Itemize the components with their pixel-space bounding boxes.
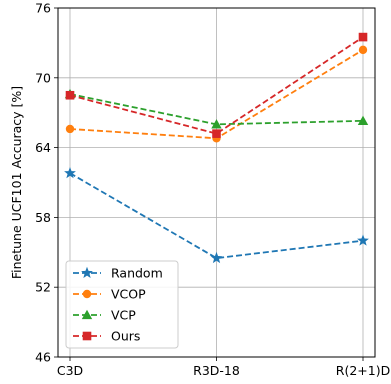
x-tick-label: C3D bbox=[57, 363, 83, 378]
legend-entry: VCP bbox=[73, 308, 136, 323]
data-point-square bbox=[212, 129, 221, 138]
data-point-square bbox=[358, 32, 368, 42]
data-point-triangle bbox=[357, 115, 369, 126]
legend-box bbox=[65, 260, 179, 349]
legend-label: VCP bbox=[111, 308, 136, 323]
legend-entry: Random bbox=[73, 266, 163, 281]
legend-entry: Ours bbox=[73, 329, 140, 344]
series-random bbox=[64, 166, 369, 264]
y-tick-label: 58 bbox=[35, 210, 51, 225]
data-point-star bbox=[357, 234, 369, 246]
legend-marker bbox=[82, 331, 92, 341]
y-tick-label: 76 bbox=[35, 1, 51, 16]
data-point-star bbox=[64, 166, 76, 179]
y-tick-label: 46 bbox=[35, 350, 51, 365]
legend-entry: VCOP bbox=[73, 287, 146, 302]
data-point-star bbox=[210, 251, 223, 264]
y-axis-label: Finetune UCF101 Accuracy [%] bbox=[9, 86, 24, 279]
data-point-circle bbox=[358, 45, 368, 55]
series-layer bbox=[64, 32, 369, 264]
legend-marker bbox=[82, 289, 92, 299]
data-point-circle bbox=[65, 124, 75, 134]
series-ours bbox=[65, 32, 368, 138]
data-point-square bbox=[65, 90, 75, 100]
legend-label: Ours bbox=[111, 329, 140, 344]
legend-marker bbox=[81, 309, 93, 320]
x-tick-label: R(2+1)D bbox=[336, 363, 390, 378]
series-line bbox=[69, 172, 364, 260]
series-line bbox=[69, 36, 364, 135]
x-tick-label: R3D-18 bbox=[193, 363, 240, 378]
y-tick-label: 64 bbox=[35, 140, 51, 155]
ticks: 46 52 58 64 70 76 C3D R3D-18 R(2+1)D bbox=[35, 1, 390, 379]
legend: Random VCOP VCP Ours bbox=[65, 260, 179, 349]
legend-label: Random bbox=[111, 266, 163, 281]
legend-label: VCOP bbox=[111, 287, 146, 302]
y-tick-label: 70 bbox=[35, 70, 51, 85]
data-point-triangle bbox=[211, 119, 222, 129]
legend-marker bbox=[81, 266, 93, 279]
y-tick-label: 52 bbox=[35, 280, 51, 295]
